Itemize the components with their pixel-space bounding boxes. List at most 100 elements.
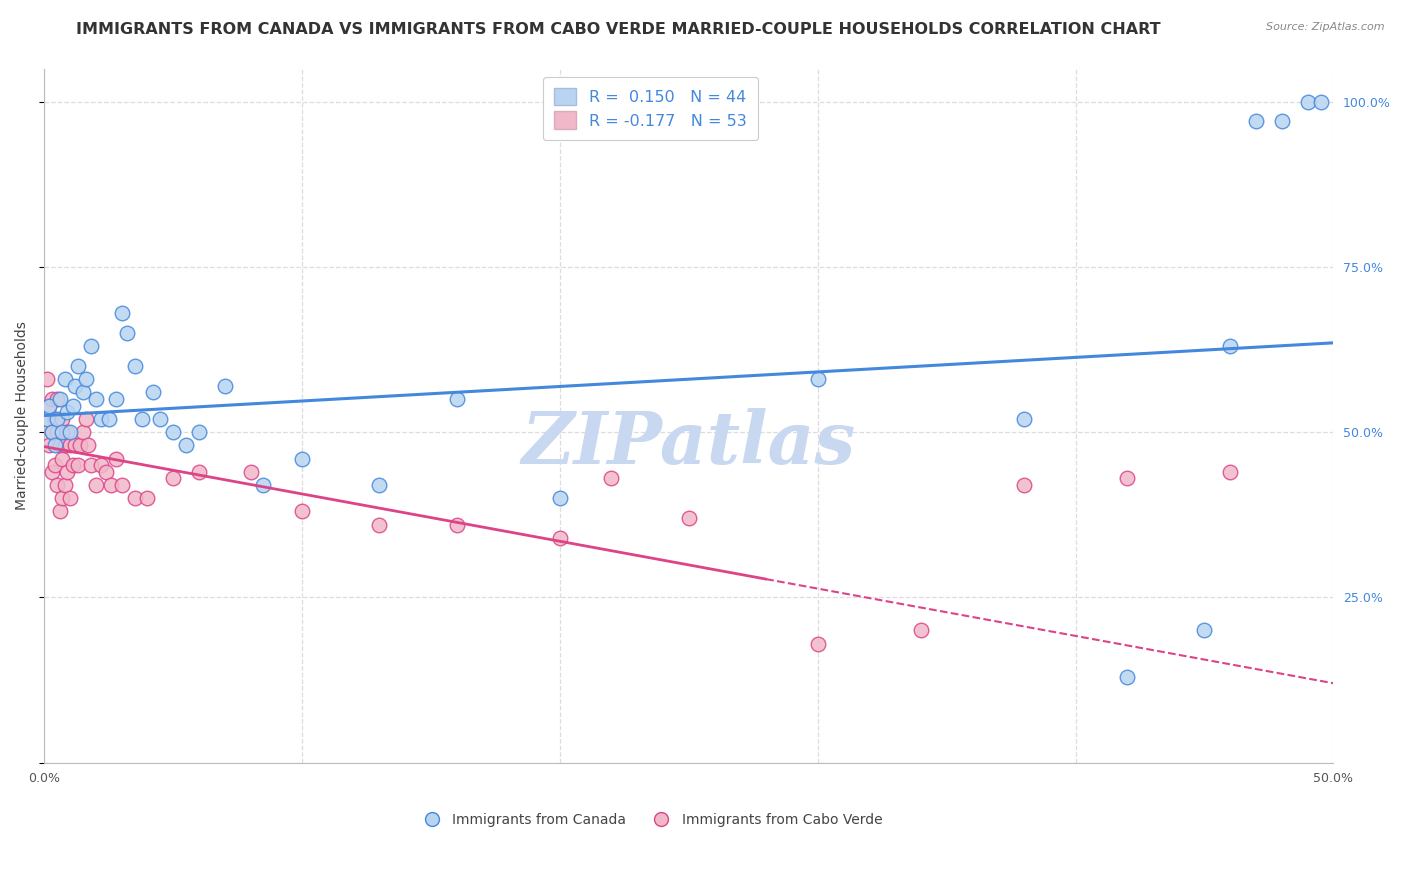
Point bbox=[600, 471, 623, 485]
Point bbox=[1219, 465, 1241, 479]
Point bbox=[48, 392, 70, 406]
Point bbox=[72, 385, 94, 400]
Legend: Immigrants from Canada, Immigrants from Cabo Verde: Immigrants from Canada, Immigrants from … bbox=[412, 807, 889, 833]
Point bbox=[1219, 339, 1241, 353]
Point bbox=[84, 392, 107, 406]
Point bbox=[59, 438, 82, 452]
Point bbox=[35, 372, 58, 386]
Point bbox=[41, 392, 63, 406]
Point bbox=[59, 491, 82, 505]
Point bbox=[51, 451, 73, 466]
Point bbox=[142, 385, 165, 400]
Point bbox=[548, 531, 571, 545]
Point bbox=[1194, 624, 1216, 638]
Point bbox=[131, 412, 153, 426]
Point bbox=[291, 504, 314, 518]
Point bbox=[807, 637, 830, 651]
Point bbox=[188, 425, 211, 439]
Point bbox=[38, 438, 60, 452]
Point bbox=[1309, 95, 1331, 109]
Point bbox=[44, 438, 66, 452]
Point bbox=[1296, 95, 1319, 109]
Point bbox=[115, 326, 138, 340]
Point bbox=[1244, 114, 1267, 128]
Point bbox=[66, 458, 89, 472]
Point bbox=[53, 478, 76, 492]
Point bbox=[368, 517, 391, 532]
Point bbox=[910, 624, 932, 638]
Point bbox=[46, 478, 69, 492]
Point bbox=[136, 491, 159, 505]
Point bbox=[77, 438, 100, 452]
Point bbox=[1012, 412, 1035, 426]
Point bbox=[188, 465, 211, 479]
Point bbox=[174, 438, 197, 452]
Point bbox=[1116, 471, 1139, 485]
Point bbox=[46, 392, 69, 406]
Point bbox=[90, 412, 112, 426]
Point bbox=[38, 399, 60, 413]
Point bbox=[62, 399, 84, 413]
Point bbox=[56, 405, 79, 419]
Point bbox=[1271, 114, 1294, 128]
Y-axis label: Married-couple Households: Married-couple Households bbox=[15, 321, 30, 510]
Point bbox=[53, 438, 76, 452]
Point bbox=[56, 465, 79, 479]
Point bbox=[38, 399, 60, 413]
Point bbox=[97, 412, 120, 426]
Point bbox=[46, 412, 69, 426]
Point bbox=[446, 517, 468, 532]
Point bbox=[239, 465, 262, 479]
Point bbox=[149, 412, 172, 426]
Point bbox=[41, 425, 63, 439]
Point bbox=[56, 425, 79, 439]
Point bbox=[41, 425, 63, 439]
Point bbox=[48, 438, 70, 452]
Point bbox=[105, 392, 128, 406]
Point bbox=[100, 478, 122, 492]
Point bbox=[291, 451, 314, 466]
Point bbox=[678, 511, 700, 525]
Point bbox=[63, 379, 86, 393]
Point bbox=[72, 425, 94, 439]
Point bbox=[162, 471, 184, 485]
Point bbox=[807, 372, 830, 386]
Point bbox=[90, 458, 112, 472]
Point bbox=[84, 478, 107, 492]
Point bbox=[35, 412, 58, 426]
Point bbox=[69, 438, 91, 452]
Point bbox=[75, 412, 97, 426]
Point bbox=[96, 465, 118, 479]
Point bbox=[44, 412, 66, 426]
Text: IMMIGRANTS FROM CANADA VS IMMIGRANTS FROM CABO VERDE MARRIED-COUPLE HOUSEHOLDS C: IMMIGRANTS FROM CANADA VS IMMIGRANTS FRO… bbox=[76, 22, 1161, 37]
Point bbox=[48, 504, 70, 518]
Point bbox=[124, 491, 146, 505]
Point bbox=[1012, 478, 1035, 492]
Point bbox=[79, 458, 101, 472]
Point bbox=[41, 465, 63, 479]
Point bbox=[162, 425, 184, 439]
Text: Source: ZipAtlas.com: Source: ZipAtlas.com bbox=[1267, 22, 1385, 32]
Point bbox=[59, 425, 82, 439]
Point bbox=[51, 491, 73, 505]
Point bbox=[79, 339, 101, 353]
Point bbox=[252, 478, 274, 492]
Point bbox=[51, 425, 73, 439]
Point bbox=[1116, 670, 1139, 684]
Point bbox=[446, 392, 468, 406]
Point bbox=[46, 425, 69, 439]
Text: ZIPatlas: ZIPatlas bbox=[522, 408, 856, 479]
Point bbox=[62, 458, 84, 472]
Point bbox=[214, 379, 236, 393]
Point bbox=[75, 372, 97, 386]
Point bbox=[35, 412, 58, 426]
Point bbox=[63, 438, 86, 452]
Point bbox=[111, 478, 134, 492]
Point bbox=[51, 412, 73, 426]
Point bbox=[124, 359, 146, 373]
Point bbox=[111, 306, 134, 320]
Point bbox=[548, 491, 571, 505]
Point bbox=[105, 451, 128, 466]
Point bbox=[44, 458, 66, 472]
Point bbox=[66, 359, 89, 373]
